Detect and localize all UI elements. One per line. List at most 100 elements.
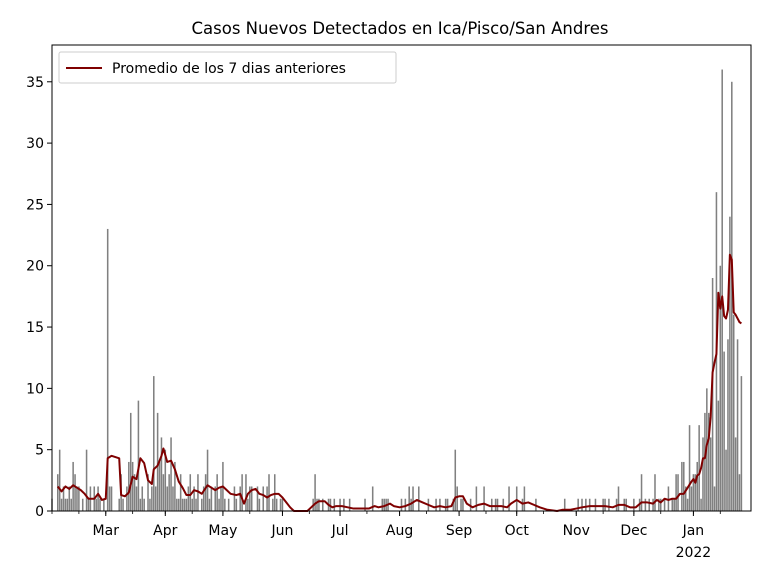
line-series <box>56 253 742 512</box>
x-tick-label: Aug <box>386 523 413 539</box>
bar <box>149 498 151 511</box>
bar <box>577 498 579 511</box>
bar <box>272 498 274 511</box>
bar <box>87 498 90 511</box>
bar <box>103 498 105 511</box>
avg-line <box>56 253 742 512</box>
bar <box>81 498 84 511</box>
bar <box>456 486 458 511</box>
y-tick-label: 15 <box>26 320 44 336</box>
x-tick-label: Nov <box>563 523 590 539</box>
bar <box>698 425 700 511</box>
bar <box>381 498 384 511</box>
bar <box>490 498 493 511</box>
bar <box>153 376 155 511</box>
bar <box>502 498 505 511</box>
bar <box>717 400 720 511</box>
bar <box>677 474 679 511</box>
bar <box>164 449 167 511</box>
bar <box>181 498 184 511</box>
bar <box>725 449 727 511</box>
bar <box>137 400 140 511</box>
x-tick-label: Mar <box>93 523 120 539</box>
bar <box>732 314 735 511</box>
bar <box>170 437 172 511</box>
legend: Promedio de los 7 dias anteriores <box>58 51 397 84</box>
bar <box>158 461 161 511</box>
bar <box>172 486 174 511</box>
bar <box>408 486 410 511</box>
bar <box>160 437 163 511</box>
bar <box>176 498 178 511</box>
bar <box>247 498 249 511</box>
bar <box>410 498 412 511</box>
y-tick-label: 10 <box>26 381 44 397</box>
bar <box>460 498 462 511</box>
y-tick-label: 35 <box>26 75 44 91</box>
bar <box>736 339 739 511</box>
bar <box>608 498 610 511</box>
bar <box>245 474 247 511</box>
bar <box>435 498 437 511</box>
bar <box>734 437 737 511</box>
bar <box>227 498 230 511</box>
bar <box>76 486 78 511</box>
bar <box>256 486 259 511</box>
bar <box>659 498 662 511</box>
bar <box>675 474 677 511</box>
bar <box>721 69 723 511</box>
bar <box>187 486 190 511</box>
x-tick-label: Jul <box>331 523 349 539</box>
bar <box>258 498 261 511</box>
bar <box>348 498 351 511</box>
bar <box>681 461 683 511</box>
bar <box>202 486 205 511</box>
x-tick-label: Oct <box>505 523 530 539</box>
bar <box>74 474 76 511</box>
bar <box>604 498 606 511</box>
bar <box>118 498 120 511</box>
bar <box>191 498 193 511</box>
bar <box>168 474 170 511</box>
bar <box>329 498 332 511</box>
plot-frame <box>51 44 752 512</box>
bar <box>266 486 268 511</box>
bar <box>719 265 722 511</box>
bar <box>740 376 743 511</box>
bar <box>58 449 61 511</box>
bar <box>683 461 685 511</box>
bar <box>594 498 597 511</box>
bar <box>106 228 109 511</box>
bar <box>126 486 128 511</box>
bar <box>588 498 591 511</box>
bar <box>444 498 447 511</box>
bar <box>439 498 441 511</box>
bar <box>371 486 374 511</box>
bar <box>704 412 706 511</box>
bar <box>690 486 693 511</box>
bar <box>723 351 725 511</box>
bar <box>268 474 270 511</box>
bar <box>617 486 620 511</box>
x-tick-label: Jun <box>271 523 294 539</box>
bar <box>151 486 153 511</box>
bar <box>700 498 702 511</box>
bar <box>652 498 654 511</box>
bar <box>68 486 71 511</box>
bar <box>633 498 635 511</box>
bar <box>235 498 238 511</box>
bar <box>692 474 695 511</box>
bar <box>193 486 195 511</box>
y-tick-label: 0 <box>35 504 44 520</box>
x-tick-label: Jan <box>682 523 705 539</box>
bar <box>523 486 526 511</box>
bar <box>663 498 666 511</box>
bar <box>78 486 80 511</box>
bar <box>64 498 67 511</box>
bar <box>60 498 63 511</box>
bar <box>644 498 647 511</box>
bar <box>648 498 650 511</box>
bar <box>131 461 134 511</box>
bar <box>454 449 457 511</box>
